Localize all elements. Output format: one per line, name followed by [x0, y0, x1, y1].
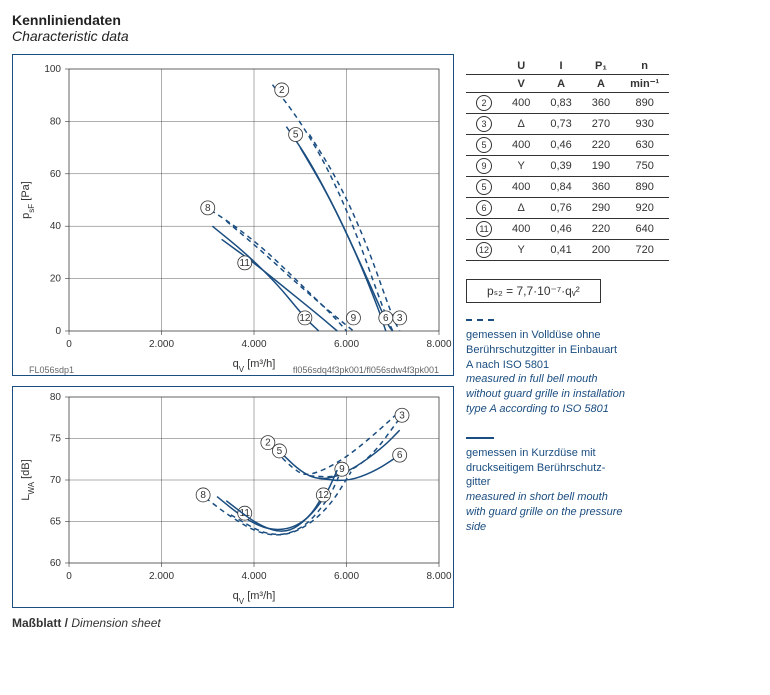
svg-text:2: 2	[265, 438, 271, 449]
svg-text:2.000: 2.000	[149, 339, 174, 350]
svg-text:9: 9	[339, 464, 345, 475]
svg-text:80: 80	[50, 392, 62, 403]
svg-text:0: 0	[66, 339, 72, 350]
svg-text:12: 12	[318, 490, 330, 501]
svg-text:8.000: 8.000	[426, 339, 451, 350]
title-en: Characteristic data	[12, 28, 758, 44]
title-de: Kennliniendaten	[12, 12, 758, 28]
svg-text:6.000: 6.000	[334, 339, 359, 350]
svg-text:3: 3	[399, 410, 405, 421]
svg-text:FL056sdp1: FL056sdp1	[29, 365, 74, 375]
svg-text:4.000: 4.000	[241, 339, 266, 350]
svg-text:9: 9	[351, 313, 357, 324]
svg-text:0: 0	[66, 571, 72, 582]
svg-text:qV [m³/h]: qV [m³/h]	[233, 590, 276, 606]
svg-text:12: 12	[299, 313, 311, 324]
chart-pressure: 0 20 40 60 80 100 0 2.000 4.000 6.000 8.000 qV [m³/…	[12, 54, 454, 376]
svg-text:5: 5	[293, 130, 299, 141]
svg-text:8: 8	[200, 490, 206, 501]
svg-text:6.000: 6.000	[334, 571, 359, 582]
svg-text:65: 65	[50, 517, 62, 528]
chart-noise: 606570758002.0004.0006.0008.000qV [m³/h]…	[12, 386, 454, 608]
svg-text:psF [Pa]: psF [Pa]	[20, 181, 36, 219]
svg-text:60: 60	[50, 169, 62, 180]
svg-text:2: 2	[279, 85, 285, 96]
svg-text:8: 8	[205, 203, 211, 214]
legend-swatch-dashed	[466, 319, 494, 321]
svg-text:11: 11	[240, 258, 251, 269]
svg-text:LWA [dB]: LWA [dB]	[20, 459, 36, 500]
data-table: UIP₁nVAAmin⁻¹24000,833608903Δ0,732709305…	[466, 58, 669, 261]
svg-text:qV [m³/h]: qV [m³/h]	[233, 358, 276, 374]
legend: gemessen in Volldüse ohne Berührschutzgi…	[466, 313, 626, 535]
svg-text:0: 0	[55, 326, 61, 337]
svg-text:6: 6	[397, 450, 403, 461]
svg-text:70: 70	[50, 475, 62, 486]
legend-dashed-en: measured in full bell mouth without guar…	[466, 373, 625, 415]
formula-box: pₛ₂ = 7,7·10⁻⁷·qᵥ²	[466, 279, 601, 303]
svg-text:4.000: 4.000	[241, 571, 266, 582]
footer: Maßblatt / Dimension sheet	[12, 616, 758, 630]
svg-text:100: 100	[44, 64, 61, 75]
svg-text:60: 60	[50, 558, 62, 569]
legend-solid-en: measured in short bell mouth with guard …	[466, 491, 623, 533]
svg-text:20: 20	[50, 274, 62, 285]
svg-text:2.000: 2.000	[149, 571, 174, 582]
svg-text:40: 40	[50, 221, 62, 232]
svg-text:fl056sdq4f3pk001/fl056sdw4f3pk: fl056sdq4f3pk001/fl056sdw4f3pk001	[293, 365, 439, 375]
svg-text:80: 80	[50, 116, 62, 127]
legend-swatch-solid	[466, 437, 494, 439]
svg-text:6: 6	[383, 313, 389, 324]
svg-text:5: 5	[277, 446, 283, 457]
legend-dashed-de: gemessen in Volldüse ohne Berührschutzgi…	[466, 329, 617, 371]
svg-text:8.000: 8.000	[426, 571, 451, 582]
svg-text:3: 3	[397, 313, 403, 324]
legend-solid-de: gemessen in Kurzdüse mit druckseitigem B…	[466, 447, 605, 489]
svg-text:75: 75	[50, 434, 62, 445]
